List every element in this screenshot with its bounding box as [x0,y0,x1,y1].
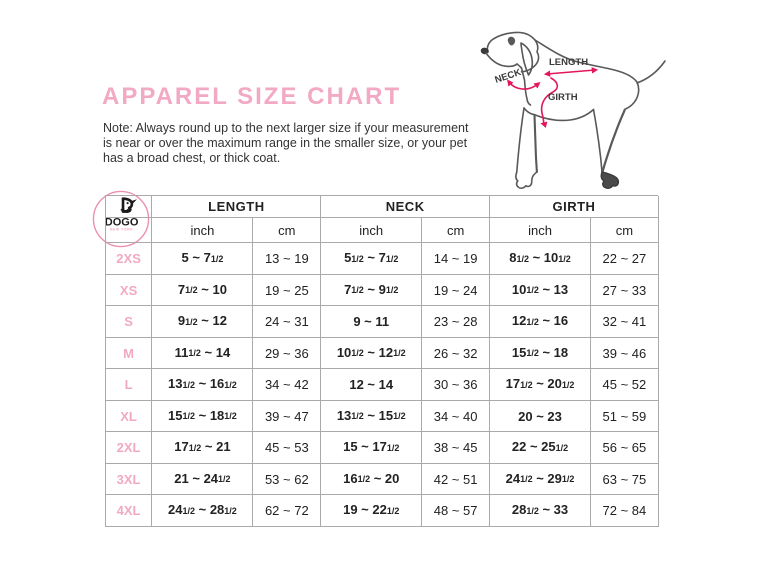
svg-text:NECK: NECK [494,67,523,86]
svg-text:GIRTH: GIRTH [548,92,578,103]
svg-text:LENGTH: LENGTH [549,57,588,68]
